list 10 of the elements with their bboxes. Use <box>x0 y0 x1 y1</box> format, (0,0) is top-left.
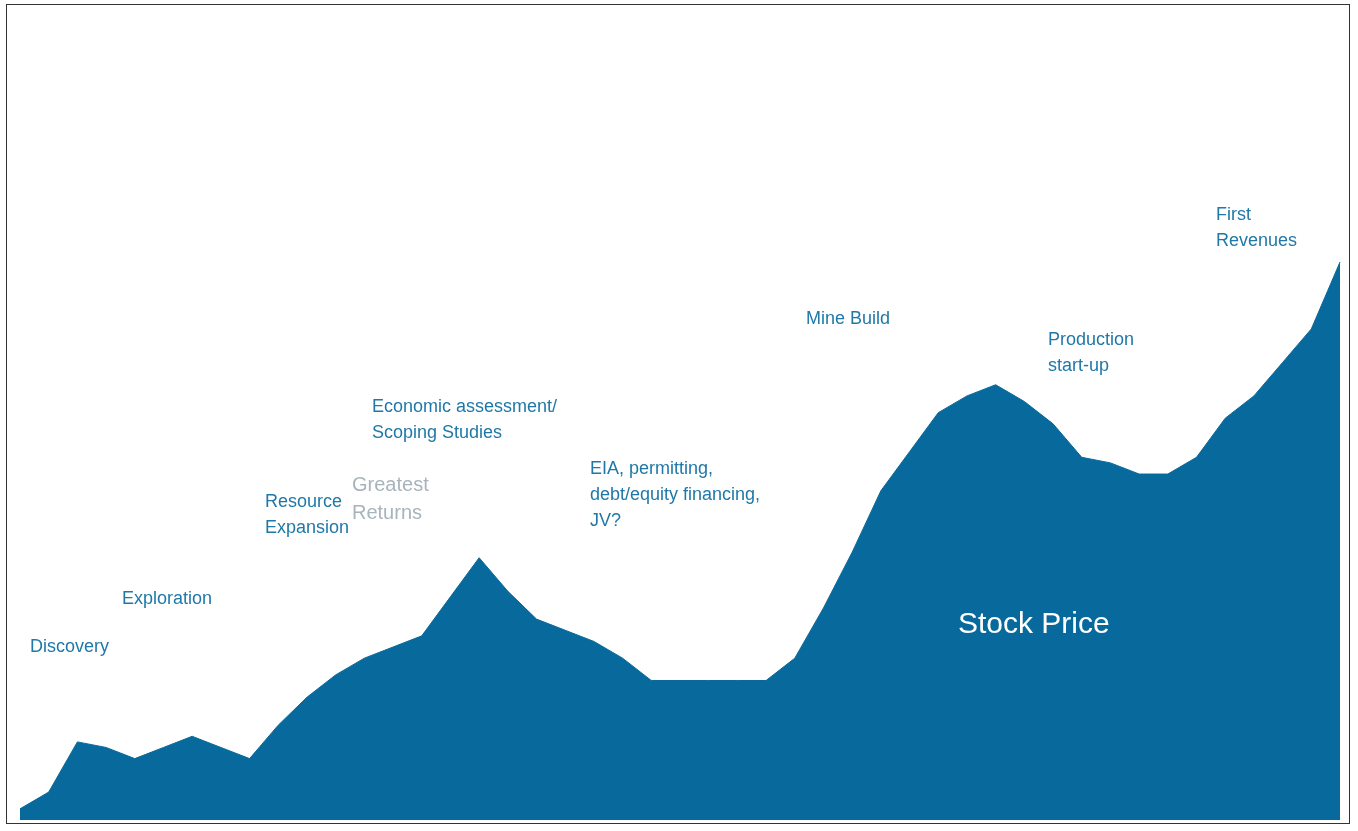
annotation: Resource Expansion <box>265 491 350 537</box>
annotation: Exploration <box>122 588 213 608</box>
text: First Revenues <box>1216 204 1298 250</box>
annotation: EIA, permitting, debt/equity financing, JV? <box>590 458 761 530</box>
annotation: Discovery <box>30 636 110 656</box>
annotation: Economic assessment/ Scoping Studies <box>372 396 558 442</box>
annotation: Greatest Returns <box>352 473 430 523</box>
annotation: Production start-up <box>1048 329 1135 375</box>
annotation: Mine Build <box>806 308 891 328</box>
annotation: Stock Price <box>958 605 1110 639</box>
